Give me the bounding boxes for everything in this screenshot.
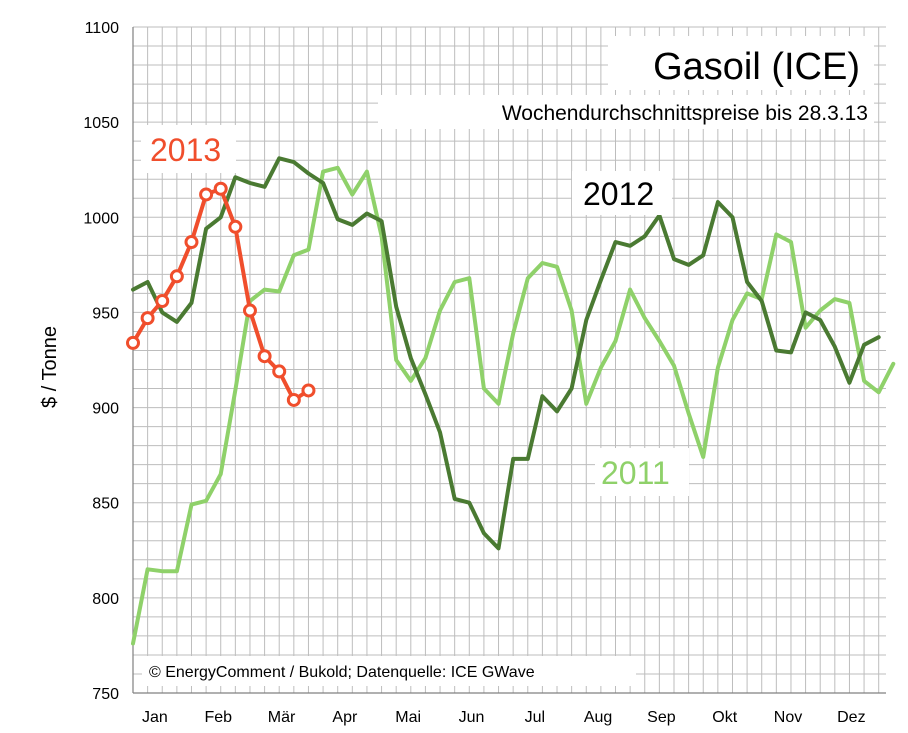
x-tick-label: Sep	[647, 709, 676, 726]
data-point-2013	[184, 235, 199, 250]
series-line-2011	[131, 165, 896, 646]
data-point-2013	[286, 392, 301, 407]
y-axis-label: $ / Tonne	[39, 326, 61, 408]
x-tick-label: Dez	[837, 709, 865, 726]
x-tick-label: Feb	[204, 709, 232, 726]
series-label-2013: 2013	[150, 132, 221, 168]
x-tick-label: Mär	[268, 709, 296, 726]
y-tick-label: 1000	[83, 210, 119, 227]
y-axis-ticks: 750 800 850 900 950 1000 1050 1100	[83, 20, 119, 703]
y-tick-label: 1050	[83, 115, 119, 132]
data-point-2013	[140, 311, 155, 326]
title-box	[608, 36, 874, 90]
data-point-2013	[228, 219, 243, 234]
data-point-2013	[257, 349, 272, 364]
x-tick-label: Nov	[774, 709, 802, 726]
x-tick-label: Aug	[584, 709, 612, 726]
data-point-2013	[169, 269, 184, 284]
data-point-2013	[213, 181, 228, 196]
source-box	[142, 656, 636, 686]
x-tick-label: Jul	[525, 709, 545, 726]
data-point-2013	[199, 187, 214, 202]
label-2013-box	[141, 125, 236, 173]
x-axis-month-labels: Jan Feb Mär Apr Mai Jun Jul Aug Sep Okt Nov Dez	[142, 709, 866, 726]
label-2011-box	[595, 448, 689, 496]
x-tick-label: Jun	[459, 709, 485, 726]
series-lines	[126, 156, 896, 646]
chart-subtitle: Wochendurchschnittspreise bis 28.3.13	[502, 102, 868, 125]
y-tick-label: 900	[92, 401, 119, 418]
series-label-2011: 2011	[601, 455, 670, 491]
series-label-2012: 2012	[583, 176, 654, 212]
source-note: © EnergyComment / Bukold; Datenquelle: I…	[149, 664, 535, 681]
y-tick-label: 1100	[85, 20, 120, 37]
x-tick-label: Okt	[712, 709, 737, 726]
x-tick-label: Jan	[142, 709, 168, 726]
y-tick-label: 950	[92, 305, 119, 322]
data-point-2013	[301, 383, 316, 398]
series-line-2012	[131, 156, 881, 551]
data-point-2013	[272, 364, 287, 379]
x-tick-label: Mai	[395, 709, 421, 726]
chart-title: Gasoil (ICE)	[653, 46, 860, 88]
x-tick-label: Apr	[332, 709, 358, 726]
data-point-2013	[155, 294, 170, 309]
data-point-2013	[242, 303, 257, 318]
subtitle-box	[378, 95, 874, 129]
y-tick-label: 750	[92, 686, 119, 703]
y-tick-label: 800	[92, 591, 119, 608]
label-2012-box	[572, 171, 672, 215]
y-tick-label: 850	[92, 496, 119, 513]
data-point-2013	[126, 335, 140, 350]
